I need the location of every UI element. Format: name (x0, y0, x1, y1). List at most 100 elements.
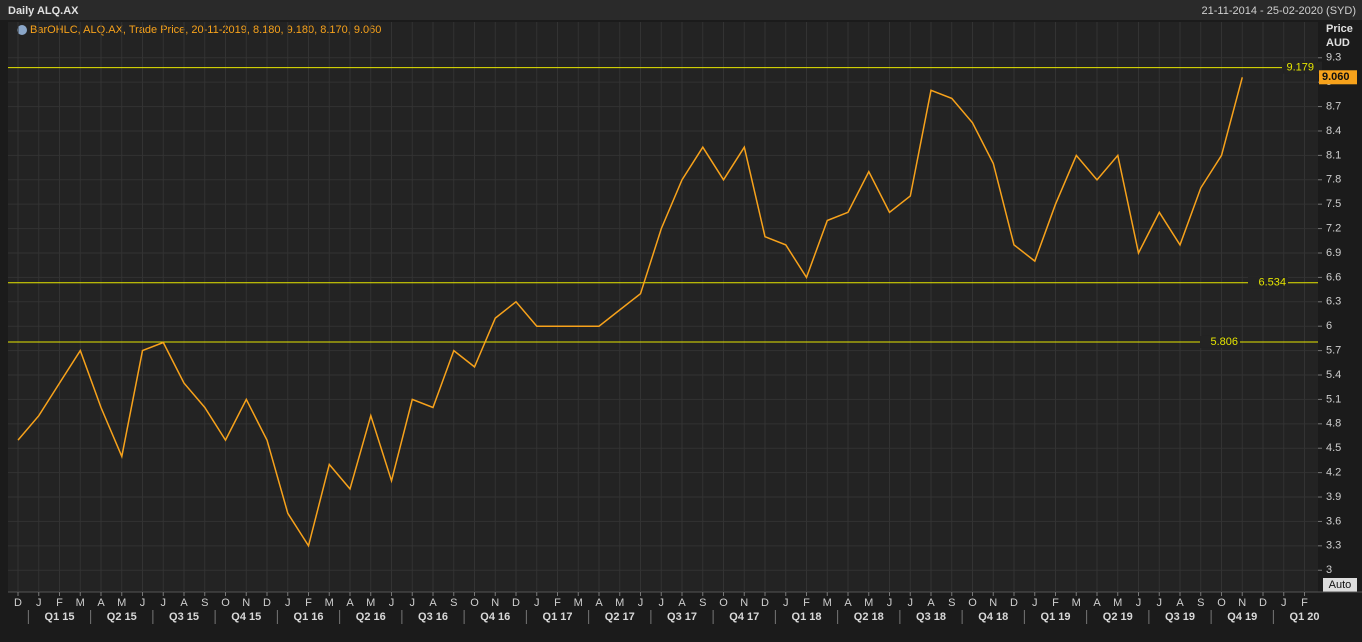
x-tick-label: J (410, 597, 416, 609)
x-tick-label: A (595, 597, 603, 609)
y-tick-label: 6.6 (1326, 271, 1341, 283)
quarter-label: Q1 16 (294, 611, 324, 623)
x-tick-label: F (56, 597, 63, 609)
x-tick-label: D (512, 597, 520, 609)
quarter-label: Q1 18 (792, 611, 822, 623)
y-tick-label: 7.8 (1326, 174, 1341, 186)
last-price-label: 9.060 (1322, 71, 1350, 83)
x-tick-label: S (201, 597, 208, 609)
x-tick-label: N (242, 597, 250, 609)
quarter-label: Q1 17 (543, 611, 573, 623)
x-tick-label: D (14, 597, 22, 609)
quarter-label: Q2 15 (107, 611, 137, 623)
x-tick-label: J (1281, 597, 1287, 609)
y-tick-label: 4.8 (1326, 418, 1341, 430)
header-bar (0, 0, 1362, 20)
y-tick-label: 9.3 (1326, 52, 1341, 64)
y-tick-label: 8.7 (1326, 100, 1341, 112)
x-tick-label: D (1010, 597, 1018, 609)
x-tick-label: D (263, 597, 271, 609)
chart-title: Daily ALQ.AX (8, 5, 79, 17)
quarter-label: Q3 18 (916, 611, 946, 623)
x-tick-label: S (450, 597, 457, 609)
y-tick-label: 8.1 (1326, 149, 1341, 161)
x-tick-label: J (389, 597, 395, 609)
x-tick-label: F (803, 597, 810, 609)
x-tick-label: A (97, 597, 105, 609)
quarter-label: Q1 15 (45, 611, 75, 623)
x-tick-label: J (285, 597, 291, 609)
x-tick-label: J (1136, 597, 1142, 609)
x-tick-label: M (325, 597, 334, 609)
last-price-tag (1319, 70, 1357, 85)
hline-label-bg (1282, 61, 1322, 74)
x-tick-label: A (678, 597, 686, 609)
legend-icon[interactable] (17, 25, 27, 35)
x-tick-label: J (659, 597, 665, 609)
y-tick-label: 5.7 (1326, 345, 1341, 357)
quarter-label: Q2 18 (854, 611, 884, 623)
x-tick-label: D (761, 597, 769, 609)
quarter-label: Q3 17 (667, 611, 697, 623)
x-tick-label: F (305, 597, 312, 609)
quarter-label: Q2 17 (605, 611, 635, 623)
x-tick-label: A (429, 597, 437, 609)
quarter-label: Q2 16 (356, 611, 386, 623)
y-tick-label: 5.1 (1326, 393, 1341, 405)
date-range: 21-11-2014 - 25-02-2020 (SYD) (1202, 5, 1357, 17)
x-tick-label: M (117, 597, 126, 609)
x-tick-label: O (968, 597, 977, 609)
quarter-label: Q3 15 (169, 611, 199, 623)
x-tick-label: J (908, 597, 914, 609)
quarter-label: Q2 19 (1103, 611, 1133, 623)
y-tick-label: 6.9 (1326, 247, 1341, 259)
y-tick-label: 3.6 (1326, 515, 1341, 527)
x-tick-label: A (1093, 597, 1101, 609)
x-tick-label: J (161, 597, 167, 609)
y-tick-label: 3.3 (1326, 540, 1341, 552)
quarter-label: Q3 19 (1165, 611, 1195, 623)
hline-label: 9.179 (1286, 62, 1314, 74)
y-tick-label: 7.5 (1326, 198, 1341, 210)
x-tick-label: A (927, 597, 935, 609)
y-tick-label: 8.4 (1326, 125, 1341, 137)
x-tick-label: M (1113, 597, 1122, 609)
x-tick-label: S (948, 597, 955, 609)
y-tick-label: 7.2 (1326, 222, 1341, 234)
x-tick-label: O (719, 597, 728, 609)
x-tick-label: A (1176, 597, 1184, 609)
y-tick-label: 6 (1326, 320, 1332, 332)
hline-label: 5.806 (1210, 336, 1238, 348)
x-tick-label: D (1259, 597, 1267, 609)
x-tick-label: S (1197, 597, 1204, 609)
x-tick-label: N (989, 597, 997, 609)
x-tick-label: A (844, 597, 852, 609)
y-tick-label: 4.5 (1326, 442, 1341, 454)
quarter-label: Q3 16 (418, 611, 448, 623)
x-tick-label: F (1052, 597, 1059, 609)
quarter-label: Q4 19 (1227, 611, 1257, 623)
y-tick-label: 6.3 (1326, 296, 1341, 308)
x-tick-label: F (554, 597, 561, 609)
x-tick-label: S (699, 597, 706, 609)
hline-label-bg (1248, 276, 1288, 289)
scale-button[interactable] (1323, 578, 1357, 592)
x-tick-label: O (470, 597, 479, 609)
y-tick-label: 3 (1326, 564, 1332, 576)
quarter-label: Q1 20 (1290, 611, 1320, 623)
y-tick-label: 4.2 (1326, 467, 1341, 479)
x-tick-label: M (864, 597, 873, 609)
x-tick-label: N (491, 597, 499, 609)
hline-label-bg (1200, 335, 1240, 348)
x-tick-label: A (180, 597, 188, 609)
x-tick-label: M (366, 597, 375, 609)
x-tick-label: M (574, 597, 583, 609)
x-tick-label: N (740, 597, 748, 609)
x-tick-label: O (221, 597, 230, 609)
x-tick-label: M (1072, 597, 1081, 609)
x-tick-label: A (346, 597, 354, 609)
x-tick-label: M (615, 597, 624, 609)
x-tick-label: O (1217, 597, 1226, 609)
price-line (17, 77, 1244, 548)
